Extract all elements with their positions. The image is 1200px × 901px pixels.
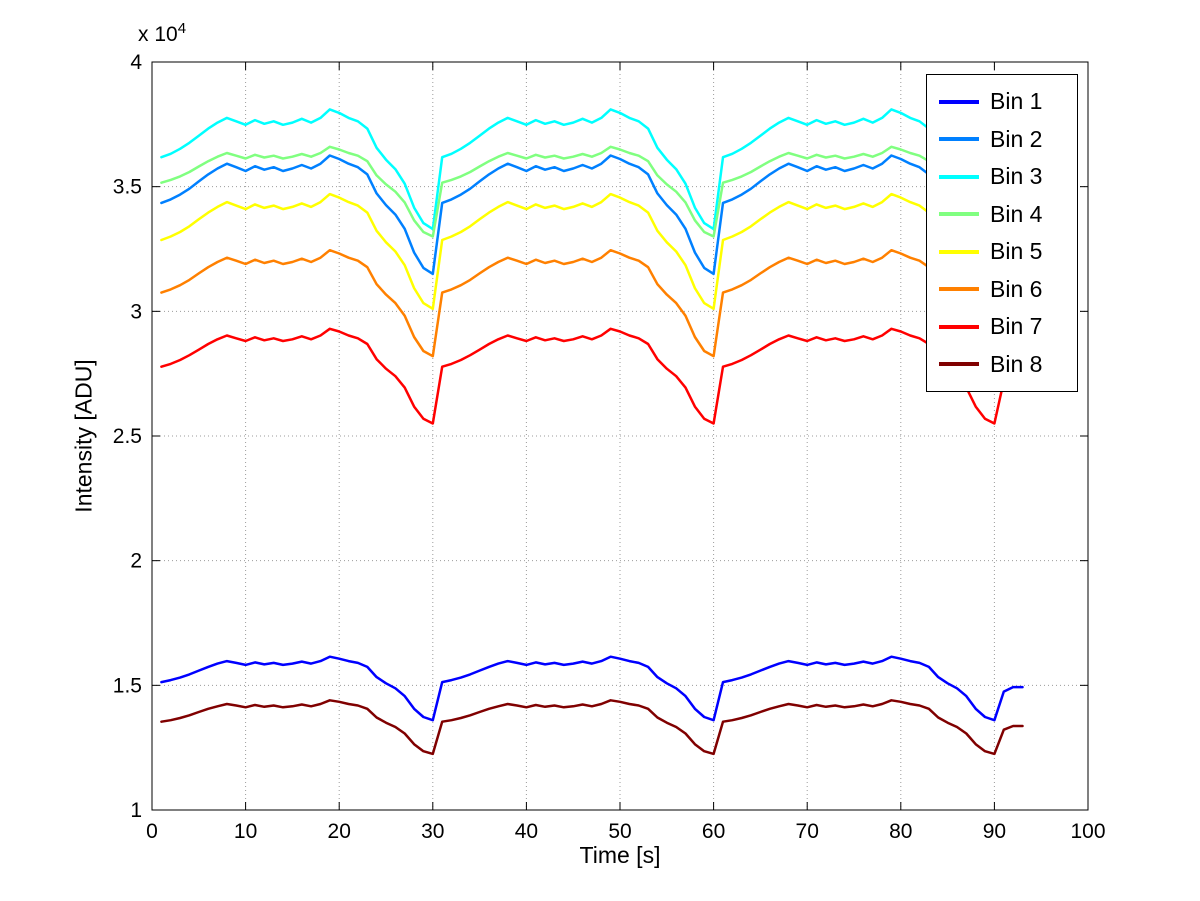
legend-line-sample <box>939 362 979 367</box>
legend-entry: Bin 1 <box>939 90 1077 113</box>
legend-label: Bin 7 <box>990 313 1043 340</box>
legend-label: Bin 1 <box>990 88 1043 115</box>
x-tick-label: 20 <box>328 820 351 843</box>
x-tick-label: 60 <box>702 820 725 843</box>
legend-entry: Bin 3 <box>939 165 1077 188</box>
x-tick-label: 90 <box>983 820 1006 843</box>
legend-line-sample <box>939 249 979 254</box>
legend-entry: Bin 2 <box>939 125 1077 152</box>
legend-line-sample <box>939 287 979 292</box>
y-axis-exponent-power: 4 <box>177 20 187 37</box>
x-tick-label: 40 <box>515 820 538 843</box>
y-tick-label: 2 <box>130 550 142 573</box>
y-tick-label: 1.5 <box>113 674 142 697</box>
series-line-bin-2 <box>160 154 1024 276</box>
legend-label: Bin 5 <box>990 238 1043 265</box>
series-line-bin-8 <box>160 699 1024 756</box>
legend-line-sample <box>939 99 979 104</box>
y-tick-label: 2.5 <box>113 425 142 448</box>
x-tick-label: 80 <box>889 820 912 843</box>
y-tick-label: 1 <box>130 799 142 822</box>
legend-entry: Bin 7 <box>939 315 1077 338</box>
y-axis-label: Intensity [ADU] <box>70 359 97 513</box>
legend-line-sample <box>939 174 979 179</box>
legend-entry: Bin 8 <box>939 350 1077 377</box>
y-tick-label: 4 <box>130 51 142 74</box>
y-axis-exponent-base: x 10 <box>138 23 178 46</box>
y-tick-label: 3 <box>130 300 142 323</box>
series-line-bin-5 <box>160 192 1024 311</box>
y-tick-label: 3.5 <box>113 176 142 199</box>
x-tick-label: 10 <box>234 820 257 843</box>
legend-line-sample <box>939 212 979 217</box>
x-tick-label: 50 <box>608 820 631 843</box>
series-line-bin-1 <box>160 655 1024 722</box>
legend-entry: Bin 5 <box>939 240 1077 263</box>
legend-entry: Bin 4 <box>939 200 1077 227</box>
x-axis-label: Time [s] <box>579 842 661 868</box>
legend-label: Bin 4 <box>990 200 1043 227</box>
x-tick-label: 30 <box>421 820 444 843</box>
legend-label: Bin 6 <box>990 275 1043 302</box>
legend-line-sample <box>939 137 979 142</box>
legend-label: Bin 3 <box>990 163 1043 190</box>
legend-line-sample <box>939 324 979 329</box>
x-tick-label: 0 <box>146 820 158 843</box>
legend-entry: Bin 6 <box>939 275 1077 302</box>
series-line-bin-6 <box>160 248 1024 358</box>
series-line-bin-3 <box>160 108 1024 231</box>
legend-label: Bin 2 <box>990 125 1043 152</box>
x-tick-label: 100 <box>1070 820 1105 843</box>
legend: Bin 1 Bin 2 Bin 3 Bin 4 Bin 5 Bin 6 Bin 7 Bin 8 <box>926 74 1078 392</box>
y-axis-exponent-label: x 104 <box>138 20 186 47</box>
series-line-bin-4 <box>160 145 1024 238</box>
series-line-bin-7 <box>160 327 1024 425</box>
legend-label: Bin 8 <box>990 350 1043 377</box>
x-tick-label: 70 <box>796 820 819 843</box>
